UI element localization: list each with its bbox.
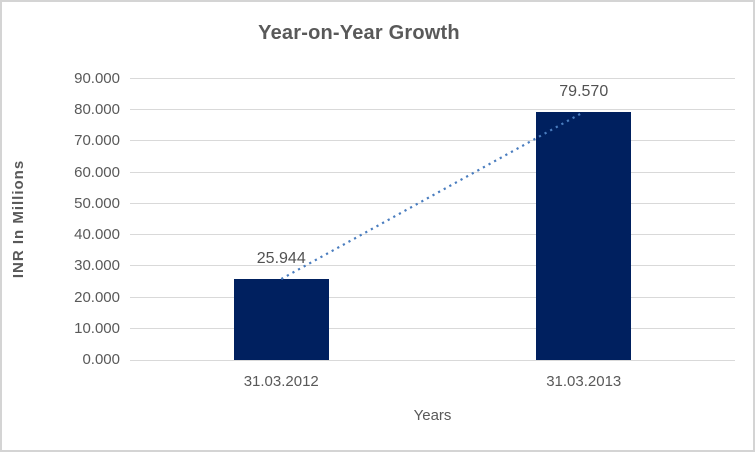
y-axis-title: INR In Millions bbox=[10, 159, 27, 279]
x-tick-label: 31.03.2013 bbox=[546, 373, 622, 390]
y-tick-label: 50.000 bbox=[74, 194, 120, 212]
y-tick-label: 80.000 bbox=[74, 101, 120, 119]
x-axis-title: Years bbox=[413, 407, 452, 424]
gridline bbox=[130, 171, 735, 173]
y-tick-label: 60.000 bbox=[74, 163, 120, 181]
gridline bbox=[130, 265, 735, 267]
x-tick-label: 31.03.2012 bbox=[243, 373, 319, 390]
y-tick-label: 30.000 bbox=[74, 257, 120, 275]
x-axis-line bbox=[130, 360, 735, 361]
bar-31.03.2012[interactable] bbox=[233, 279, 329, 360]
plot-area: 25.944 79.570 bbox=[130, 78, 735, 361]
gridline bbox=[130, 202, 735, 204]
y-tick-label: 0.000 bbox=[82, 351, 120, 368]
y-tick-label: 10.000 bbox=[74, 319, 120, 337]
y-tick-label: 70.000 bbox=[74, 132, 120, 150]
y-tick-label: 90.000 bbox=[74, 70, 120, 87]
gridline bbox=[130, 296, 735, 298]
gridline bbox=[130, 327, 735, 329]
gridline bbox=[130, 140, 735, 142]
trendline bbox=[280, 111, 585, 280]
data-label: 79.570 bbox=[559, 83, 609, 100]
y-tick-label: 40.000 bbox=[74, 226, 120, 244]
chart-title: Year-on-Year Growth bbox=[258, 22, 460, 44]
bar-31.03.2013[interactable] bbox=[536, 112, 632, 360]
gridline bbox=[130, 109, 735, 111]
gridline bbox=[130, 234, 735, 236]
data-label: 25.944 bbox=[256, 250, 306, 267]
trendline-layer bbox=[280, 111, 585, 280]
gridline bbox=[130, 78, 735, 79]
y-tick-label: 20.000 bbox=[74, 288, 120, 306]
